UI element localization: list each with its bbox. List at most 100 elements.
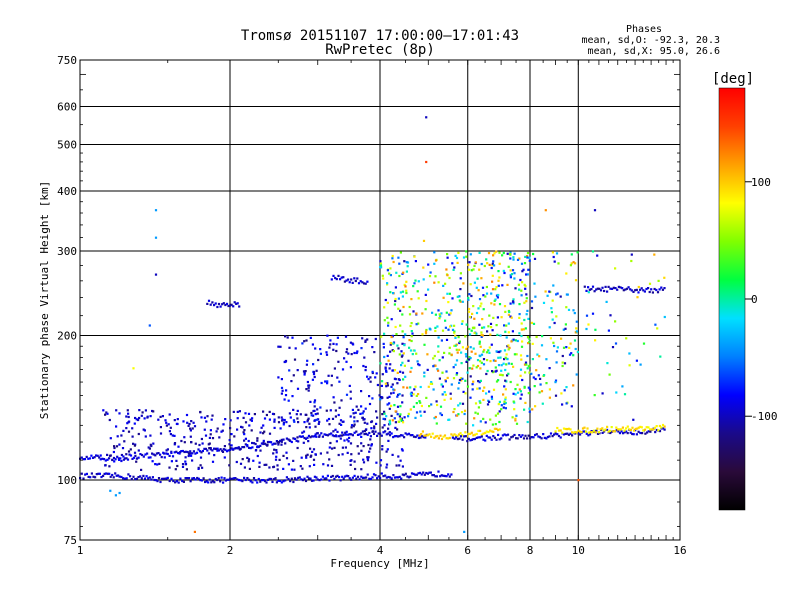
scatter-point [240,425,243,428]
scatter-point [352,343,355,346]
trace-point [120,453,123,457]
scatter-point [265,463,268,466]
scatter-point [285,451,288,454]
scatter-point [506,252,509,255]
scatter-point [312,458,316,461]
outlier-point [653,253,656,256]
scatter-point [524,327,527,330]
scatter-point [531,408,534,411]
trace-point [584,430,588,433]
scatter-point [353,351,356,355]
scatter-point [435,400,438,403]
scatter-point [519,278,522,282]
trace-point [330,278,333,281]
scatter-point [520,322,523,325]
scatter-point [572,261,575,264]
trace-point [282,480,285,483]
scatter-point [483,326,486,329]
data-points [79,116,666,533]
scatter-point [490,302,493,305]
scatter-point [313,375,316,379]
scatter-point [409,386,412,389]
scatter-point [427,288,430,291]
scatter-point [530,306,534,310]
trace-point [97,472,100,475]
trace-point [622,432,625,435]
scatter-point [486,369,489,373]
scatter-point [510,340,513,343]
scatter-point [506,283,509,286]
scatter-point [401,330,404,333]
scatter-point [569,264,572,267]
trace-point [214,477,217,481]
trace-point [611,287,614,290]
scatter-point [415,312,418,315]
scatter-point [398,353,401,356]
scatter-point [208,442,211,445]
scatter-point [290,380,293,383]
trace-point [313,435,316,438]
scatter-point [555,252,559,255]
scatter-point [288,424,291,428]
trace-point [620,430,623,433]
scatter-point [299,413,302,416]
scatter-point [535,369,538,372]
trace-point [616,428,619,431]
scatter-point [189,429,192,432]
scatter-point [282,423,285,426]
scatter-point [216,427,219,430]
trace-point [415,473,418,476]
scatter-point [512,392,515,395]
trace-point [592,429,596,432]
trace-point [256,481,259,484]
scatter-point [241,426,244,429]
x-tick-label: 16 [673,544,686,557]
trace-point [330,432,333,435]
scatter-point [482,294,485,297]
scatter-point [519,390,522,393]
scatter-point [329,339,332,342]
scatter-point [203,428,206,431]
trace-point [336,430,339,433]
trace-point [178,452,181,455]
scatter-point [509,302,512,305]
scatter-point [400,448,404,451]
scatter-point [176,418,179,421]
trace-point [503,433,506,436]
scatter-point [548,326,551,329]
scatter-point [330,384,333,387]
scatter-point [259,431,262,434]
scatter-point [481,334,484,337]
scatter-point [465,255,468,258]
trace-point [290,477,293,480]
trace-point [108,472,111,475]
scatter-point [394,378,397,381]
scatter-point [144,409,147,412]
scatter-point [478,298,482,301]
scatter-point [516,383,519,386]
trace-point [396,435,399,438]
scatter-point [235,460,238,464]
scatter-point [362,445,365,448]
scatter-point [479,305,482,308]
trace-point [343,280,346,283]
scatter-point [281,389,284,392]
trace-point [484,439,487,442]
scatter-point [397,347,400,350]
scatter-point [376,416,379,419]
scatter-point [505,324,508,327]
scatter-point [400,419,403,422]
trace-point [626,432,629,435]
scatter-point [462,282,465,285]
scatter-point [614,342,618,345]
outlier-point [154,236,158,239]
scatter-point [228,464,231,467]
scatter-point [260,426,263,429]
scatter-point [427,263,430,266]
scatter-point [394,410,397,413]
trace-point [313,475,316,478]
trace-point [101,457,104,460]
scatter-point [552,341,555,344]
trace-point [479,429,482,432]
scatter-point [575,327,578,330]
